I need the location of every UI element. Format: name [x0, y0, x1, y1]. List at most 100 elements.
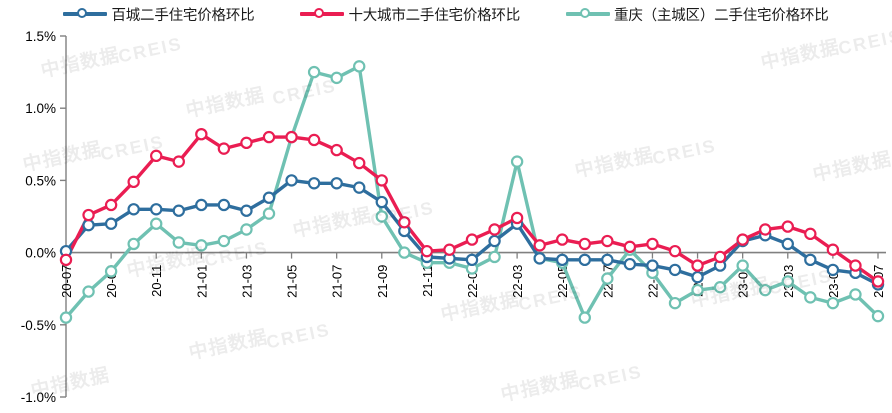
- series-data-point[interactable]: [578, 237, 591, 251]
- series-data-point[interactable]: [240, 204, 253, 217]
- series-data-point[interactable]: [849, 288, 862, 301]
- series-data-point[interactable]: [127, 175, 140, 189]
- series-data-point[interactable]: [668, 244, 682, 258]
- series-data-point[interactable]: [217, 234, 231, 248]
- series-data-point[interactable]: [849, 259, 862, 272]
- series-data-point[interactable]: [804, 253, 817, 267]
- series-data-point[interactable]: [172, 204, 185, 217]
- series-data-point[interactable]: [262, 130, 276, 144]
- series-data-point[interactable]: [578, 253, 591, 267]
- series-data-point[interactable]: [488, 250, 501, 264]
- series-data-point[interactable]: [465, 253, 479, 267]
- series-data-point[interactable]: [556, 253, 569, 267]
- series-data-point[interactable]: [398, 246, 411, 259]
- series-data-point[interactable]: [781, 220, 794, 233]
- series-data-point[interactable]: [353, 60, 366, 73]
- series-data-point[interactable]: [307, 177, 321, 190]
- series-data-point[interactable]: [150, 149, 163, 163]
- series-data-point[interactable]: [646, 259, 659, 272]
- x-axis-tick-label: 20-11: [149, 265, 164, 297]
- series-data-point[interactable]: [217, 142, 231, 155]
- series-data-point[interactable]: [375, 195, 388, 209]
- series-data-point[interactable]: [781, 237, 794, 251]
- series-data-point[interactable]: [127, 237, 140, 251]
- series-data-point[interactable]: [804, 291, 817, 304]
- series-data-point[interactable]: [375, 210, 388, 223]
- series-data-point[interactable]: [82, 208, 95, 222]
- series-data-point[interactable]: [465, 233, 479, 246]
- series-data-point[interactable]: [104, 265, 118, 278]
- series-data-point[interactable]: [781, 275, 794, 288]
- series-data-point[interactable]: [195, 127, 208, 141]
- series-data-point[interactable]: [510, 211, 524, 225]
- series-data-point[interactable]: [601, 234, 614, 248]
- series-data-point[interactable]: [262, 207, 276, 220]
- series-data-point[interactable]: [82, 285, 95, 298]
- series-data-point[interactable]: [398, 216, 411, 229]
- series-data-point[interactable]: [871, 275, 885, 288]
- series-data-point[interactable]: [601, 272, 614, 285]
- series-data-point[interactable]: [759, 283, 772, 297]
- series-data-point[interactable]: [759, 223, 772, 236]
- x-axis-tick-label: 21-03: [239, 265, 254, 298]
- series-data-point[interactable]: [713, 250, 727, 264]
- series-data-point[interactable]: [104, 198, 118, 212]
- series-data-point[interactable]: [330, 71, 343, 85]
- series-data-point[interactable]: [195, 198, 208, 212]
- series-data-point[interactable]: [195, 239, 208, 252]
- series-data-point[interactable]: [443, 243, 456, 256]
- series-data-point[interactable]: [420, 244, 434, 258]
- series-data-point[interactable]: [217, 198, 231, 212]
- series-data-point[interactable]: [578, 311, 591, 324]
- series-data-point[interactable]: [736, 259, 749, 272]
- series-data-point[interactable]: [510, 155, 524, 168]
- series-data-point[interactable]: [127, 203, 140, 216]
- series-data-point[interactable]: [826, 243, 840, 256]
- series-data-point[interactable]: [240, 223, 253, 236]
- series-data-point[interactable]: [668, 263, 682, 277]
- series-data-point[interactable]: [713, 281, 727, 294]
- series-data-point[interactable]: [623, 257, 637, 271]
- series-data-point[interactable]: [172, 236, 185, 249]
- series-data-point[interactable]: [691, 270, 704, 284]
- series-data-point[interactable]: [826, 296, 840, 310]
- series-data-point[interactable]: [353, 156, 366, 170]
- series-data-point[interactable]: [307, 65, 321, 79]
- series-data-point[interactable]: [826, 263, 840, 277]
- series-data-point[interactable]: [262, 191, 276, 204]
- series-data-point[interactable]: [330, 177, 343, 190]
- x-axis-tick-label: 23-01: [736, 265, 751, 298]
- series-data-point[interactable]: [601, 253, 614, 267]
- series-data-point[interactable]: [646, 237, 659, 251]
- series-data-point[interactable]: [285, 174, 298, 187]
- series-data-point[interactable]: [307, 133, 321, 147]
- series-data-point[interactable]: [668, 296, 682, 310]
- series-data-point[interactable]: [691, 283, 704, 297]
- series-data-point[interactable]: [871, 309, 885, 323]
- series-data-point[interactable]: [59, 253, 73, 267]
- series-data-point[interactable]: [488, 234, 501, 248]
- series-data-point[interactable]: [533, 239, 546, 252]
- series-data-point[interactable]: [104, 217, 118, 230]
- series-data-point[interactable]: [150, 217, 163, 230]
- series-data-point[interactable]: [150, 203, 163, 216]
- series-data-point[interactable]: [556, 233, 569, 246]
- series-data-point[interactable]: [285, 130, 298, 144]
- legend-item-ten-cities[interactable]: 十大城市二手住宅价格环比: [300, 4, 520, 25]
- series-data-point[interactable]: [488, 223, 501, 236]
- series-data-point[interactable]: [353, 181, 366, 194]
- legend-item-chongqing[interactable]: 重庆（主城区）二手住宅价格环比: [566, 4, 829, 25]
- series-data-point[interactable]: [736, 233, 749, 246]
- series-data-point[interactable]: [623, 240, 637, 254]
- series-data-point[interactable]: [172, 155, 185, 168]
- series-data-point[interactable]: [330, 143, 343, 157]
- series-data-point[interactable]: [691, 259, 704, 272]
- legend-item-baicheng[interactable]: 百城二手住宅价格环比: [63, 4, 255, 25]
- series-data-point[interactable]: [804, 227, 817, 241]
- series-data-point[interactable]: [59, 311, 73, 324]
- series-data-point[interactable]: [533, 252, 546, 265]
- series-data-point[interactable]: [82, 218, 95, 232]
- x-axis-tick-label: 20-07: [59, 265, 74, 298]
- series-data-point[interactable]: [375, 174, 388, 187]
- series-data-point[interactable]: [240, 136, 253, 150]
